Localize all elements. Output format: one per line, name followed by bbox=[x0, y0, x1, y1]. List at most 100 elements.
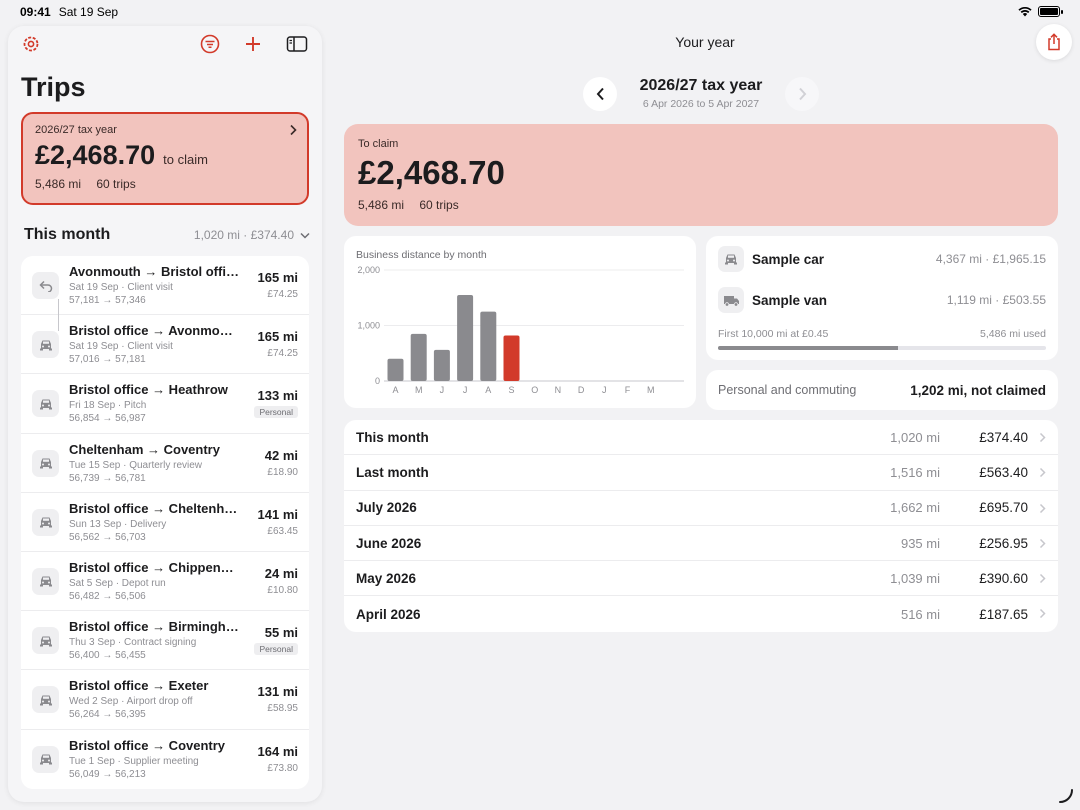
month-distance: 1,516 mi bbox=[890, 464, 940, 480]
trip-row[interactable]: Avonmouth → Bristol office Sat 19 Sep · C… bbox=[21, 256, 309, 331]
limit-progress-bar bbox=[718, 346, 1046, 350]
car-icon bbox=[32, 686, 59, 714]
personal-value: 1,202 mi, not claimed bbox=[910, 382, 1046, 398]
month-name: July 2026 bbox=[356, 500, 417, 516]
trip-row[interactable]: Bristol office → Heathrow Fri 18 Sep · Pi… bbox=[21, 374, 309, 434]
vehicle-name: Sample car bbox=[752, 251, 825, 267]
bar-current-month bbox=[503, 335, 520, 381]
sidebar-toggle-icon bbox=[286, 36, 308, 52]
month-row[interactable]: This month 1,020 mi £374.40 bbox=[344, 420, 1058, 456]
month-name: June 2026 bbox=[356, 535, 422, 551]
trip-route: Avonmouth → Bristol office bbox=[69, 264, 239, 279]
trip-row[interactable]: Cheltenham → Coventry Tue 15 Sep · Quarte… bbox=[21, 434, 309, 493]
trip-subtitle: Sat 19 Sep · Client visit bbox=[69, 341, 173, 353]
vehicle-row-car[interactable]: Sample car 4,367 mi · £1,965.15 bbox=[718, 245, 1046, 273]
chevron-down-icon bbox=[300, 232, 310, 239]
month-row[interactable]: April 2026 516 mi £187.65 bbox=[344, 596, 1058, 631]
month-distance: 1,662 mi bbox=[890, 500, 940, 516]
trip-row[interactable]: Bristol office → Cheltenham Sun 13 Sep · … bbox=[21, 493, 309, 552]
tax-year-label: 2026/27 tax year bbox=[35, 124, 117, 136]
month-row[interactable]: June 2026 935 mi £256.95 bbox=[344, 526, 1058, 562]
month-amount: £374.40 bbox=[979, 429, 1028, 445]
month-amount: £695.70 bbox=[979, 500, 1028, 516]
trip-amount: £58.95 bbox=[267, 703, 298, 715]
status-indicators bbox=[1018, 6, 1063, 17]
y-tick-label: 0 bbox=[375, 376, 380, 386]
tax-year-card[interactable]: 2026/27 tax year £2,468.70 to claim 5,48… bbox=[21, 112, 309, 205]
month-row[interactable]: July 2026 1,662 mi £695.70 bbox=[344, 491, 1058, 526]
vehicle-row-van[interactable]: Sample van 1,119 mi · £503.55 bbox=[718, 286, 1046, 314]
trip-row[interactable]: Bristol office → Avonmouth Sat 19 Sep · C… bbox=[21, 315, 309, 375]
month-amount: £187.65 bbox=[979, 606, 1028, 622]
to-claim-label: to claim bbox=[163, 152, 208, 167]
y-tick-label: 1,000 bbox=[357, 321, 380, 331]
page-title: Your year bbox=[675, 34, 735, 50]
share-button[interactable] bbox=[1036, 24, 1072, 60]
month-distance: 516 mi bbox=[900, 606, 940, 622]
filter-icon bbox=[200, 34, 220, 54]
limit-progress-fill bbox=[718, 346, 898, 350]
trip-row[interactable]: Bristol office → Exeter Wed 2 Sep · Airpo… bbox=[21, 670, 309, 730]
trip-subtitle: Thu 3 Sep · Contract signing bbox=[69, 637, 197, 649]
month-row[interactable]: May 2026 1,039 mi £390.60 bbox=[344, 561, 1058, 597]
chevron-right-icon bbox=[1039, 609, 1046, 619]
month-distance: 1,020 mi bbox=[890, 429, 940, 445]
y-tick-label: 2,000 bbox=[357, 265, 380, 275]
trip-odometer: 56,854 → 56,987 bbox=[69, 413, 146, 425]
chevron-right-icon bbox=[1039, 574, 1046, 584]
month-name: Last month bbox=[356, 464, 429, 480]
trip-subtitle: Tue 1 Sep · Supplier meeting bbox=[69, 755, 199, 767]
bar-chart: 0 1,000 2,000 A M J J A S O N D J F M bbox=[357, 265, 684, 395]
trip-odometer: 56,264 → 56,395 bbox=[69, 709, 146, 721]
filter-button[interactable] bbox=[198, 32, 222, 56]
car-icon bbox=[32, 390, 59, 418]
status-date: Sat 19 Sep bbox=[58, 5, 119, 19]
next-year-button[interactable] bbox=[785, 77, 819, 111]
year-title: 2026/27 tax year bbox=[639, 77, 763, 94]
add-trip-button[interactable] bbox=[241, 32, 265, 56]
return-arrow-icon bbox=[32, 272, 59, 299]
car-icon bbox=[32, 449, 59, 477]
previous-year-button[interactable] bbox=[583, 77, 617, 111]
trip-route: Bristol office → Birmingham bbox=[69, 619, 239, 635]
trip-amount: £74.25 bbox=[267, 348, 298, 360]
trip-distance: 164 mi bbox=[257, 743, 298, 759]
vehicle-value: 1,119 mi · £503.55 bbox=[946, 293, 1046, 307]
monthly-breakdown-list: This month 1,020 mi £374.40 Last month 1,516… bbox=[344, 420, 1058, 632]
trip-subtitle: Sat 5 Sep · Depot run bbox=[69, 577, 166, 589]
trip-list: Avonmouth → Bristol office Sat 19 Sep · C… bbox=[21, 256, 309, 789]
to-claim-label: To claim bbox=[358, 138, 399, 150]
trip-distance: 55 mi bbox=[264, 625, 298, 641]
trip-subtitle: Wed 2 Sep · Airport drop off bbox=[69, 696, 193, 708]
trip-route: Bristol office → Avonmouth bbox=[69, 323, 239, 339]
trip-amount: £74.25 bbox=[267, 289, 298, 300]
mileage-limit-row: First 10,000 mi at £0.45 5,486 mi used bbox=[718, 328, 1046, 340]
this-month-header[interactable]: This month 1,020 mi · £374.40 bbox=[24, 226, 310, 244]
sidebar-toggle-button[interactable] bbox=[285, 32, 309, 56]
bar bbox=[480, 311, 497, 381]
limit-used: 5,486 mi used bbox=[980, 328, 1046, 340]
to-claim-amount: £2,468.70 bbox=[358, 154, 505, 191]
month-distance: 1,039 mi bbox=[890, 570, 940, 586]
bar bbox=[457, 294, 474, 381]
trip-distance: 165 mi bbox=[257, 329, 298, 345]
vehicle-summary-card: Sample car 4,367 mi · £1,965.15 Sample v… bbox=[706, 236, 1058, 360]
trip-odometer: 57,016 → 57,181 bbox=[69, 354, 146, 366]
chevron-right-icon bbox=[1039, 468, 1046, 478]
settings-button[interactable] bbox=[19, 32, 43, 56]
trip-row[interactable]: Bristol office → Chippenham Sat 5 Sep · D… bbox=[21, 552, 309, 612]
this-month-title: This month bbox=[24, 226, 111, 243]
trip-route: Bristol office → Heathrow bbox=[69, 382, 228, 398]
personal-badge: Personal bbox=[254, 643, 298, 656]
trip-row[interactable]: Bristol office → Birmingham Thu 3 Sep · C… bbox=[21, 611, 309, 671]
status-time: 09:41 bbox=[20, 5, 51, 19]
x-tick-label: D bbox=[578, 385, 585, 395]
trip-distance: 165 mi bbox=[257, 270, 298, 285]
chevron-right-icon bbox=[1039, 538, 1046, 548]
trip-row[interactable]: Bristol office → Coventry Tue 1 Sep · Sup… bbox=[21, 730, 309, 789]
resize-handle-icon[interactable] bbox=[1058, 788, 1074, 804]
x-tick-label: M bbox=[647, 385, 655, 395]
month-row[interactable]: Last month 1,516 mi £563.40 bbox=[344, 455, 1058, 491]
month-name: May 2026 bbox=[356, 570, 417, 586]
month-amount: £563.40 bbox=[979, 464, 1028, 480]
